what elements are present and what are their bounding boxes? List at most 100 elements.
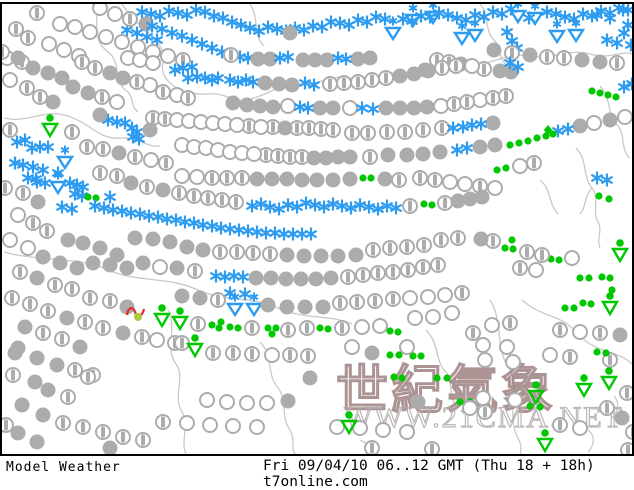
symbol-overcast-cloud [569, 115, 591, 137]
symbol-rain-dot [586, 341, 608, 363]
symbol-snowflake [146, 29, 168, 51]
symbol-cloud-circle-with-bar [474, 401, 496, 423]
symbol-cloud-circle-with-bar [553, 47, 575, 69]
symbol-snowflake [131, 4, 153, 23]
symbol-open-sky-circle [7, 204, 29, 226]
symbol-overcast-cloud [483, 39, 505, 61]
symbol-rain-shower-triangle [609, 239, 631, 264]
run-timestamp: Fri 09/04/10 06..12 GMT (Thu 18 + 18h) [263, 458, 595, 474]
symbol-open-sky-circle [142, 52, 164, 74]
symbol-open-sky-circle [614, 106, 632, 128]
symbol-cloud-circle-with-bar [367, 262, 389, 284]
symbol-cloud-circle-with-bar [531, 244, 553, 266]
symbol-overcast-cloud [299, 367, 321, 389]
symbol-freezing-drizzle-squiggle [125, 301, 147, 323]
symbol-snow-shower-triangle [54, 145, 76, 171]
symbol-open-sky-circle [246, 416, 268, 438]
symbol-open-sky-circle [222, 415, 244, 437]
symbol-rain-dot [317, 318, 339, 340]
symbol-snowflake [158, 4, 180, 22]
symbol-snowflake [99, 186, 121, 208]
symbol-cloud-circle-with-bar [2, 177, 16, 199]
symbol-rain-dot [494, 237, 516, 259]
symbol-snowflake [221, 11, 243, 33]
symbol-cloud-circle-with-bar [473, 58, 495, 80]
symbol-overcast-cloud [32, 246, 54, 268]
symbol-rain-dot [426, 367, 448, 389]
symbol-open-sky-circle [525, 259, 547, 281]
symbol-rain-dot [391, 367, 413, 389]
symbol-overcast-cloud [571, 49, 593, 71]
symbol-cloud-circle-with-bar [397, 259, 419, 281]
symbol-snowflake [219, 69, 241, 91]
symbol-snowflake [335, 48, 357, 70]
symbol-cloud-circle-with-bar [427, 254, 449, 276]
symbol-overcast-cloud [247, 48, 269, 70]
symbol-overcast-cloud [254, 72, 276, 94]
symbol-overcast-cloud [42, 91, 64, 113]
symbol-overcast-cloud [259, 48, 281, 70]
symbol-open-sky-circle [277, 95, 299, 117]
symbol-open-sky-circle [539, 344, 561, 366]
symbol-cloud-circle-with-bar [2, 119, 21, 141]
symbol-overcast-cloud [389, 65, 411, 87]
symbol-open-sky-circle [583, 112, 605, 134]
symbol-open-sky-circle [171, 165, 193, 187]
symbol-snowflake [277, 194, 299, 216]
symbol-rain-dot [601, 279, 623, 301]
symbol-snowflake [545, 4, 567, 25]
symbol-cloud-circle-with-bar [376, 121, 398, 143]
symbol-overcast-cloud [171, 285, 193, 307]
symbol-cloud-circle-with-bar [296, 317, 318, 339]
symbol-overcast-cloud [322, 97, 344, 119]
symbol-rain-dot [227, 317, 249, 339]
symbol-snowflake [358, 196, 380, 218]
symbol-overcast-cloud [345, 244, 367, 266]
symbol-open-sky-circle [250, 116, 272, 138]
symbol-overcast-cloud [26, 431, 48, 453]
symbol-overcast-cloud [312, 296, 334, 318]
symbol-cloud-circle-with-bar [16, 77, 38, 99]
symbol-cloud-circle-with-bar [362, 239, 384, 261]
symbol-rain-dot [569, 267, 591, 289]
symbol-open-sky-circle [106, 91, 128, 113]
symbol-overcast-cloud [309, 97, 331, 119]
symbol-rain-dot [597, 84, 619, 106]
symbol-open-sky-circle [17, 237, 39, 259]
symbol-cloud-circle-with-bar [549, 319, 571, 341]
symbol-cloud-circle-with-bar [341, 122, 363, 144]
symbol-rain-dot [410, 345, 432, 367]
symbol-overcast-cloud [416, 96, 438, 118]
symbol-cloud-circle-with-bar [37, 300, 59, 322]
symbol-open-sky-circle [404, 307, 426, 329]
symbol-open-sky-circle [341, 336, 363, 358]
symbol-open-sky-circle [176, 412, 198, 434]
symbol-snowflake [266, 18, 288, 40]
symbol-rain-dot [589, 82, 611, 104]
symbol-cloud-circle-with-bar [617, 439, 632, 454]
symbol-cloud-circle-with-bar [226, 241, 248, 263]
symbol-overcast-cloud [82, 252, 104, 274]
symbol-overcast-cloud [51, 67, 73, 89]
symbol-snowflake [234, 283, 256, 305]
symbol-snowflake [376, 195, 398, 217]
symbol-rain-dot [502, 238, 524, 260]
symbol-overcast-cloud [359, 47, 381, 69]
symbol-snowflake [277, 46, 299, 68]
symbol-overcast-cloud [339, 168, 361, 190]
symbol-snowflake [446, 7, 468, 29]
symbol-snowflake [297, 97, 319, 119]
symbol-cloud-circle-with-bar [396, 236, 418, 258]
symbol-snowflake [554, 6, 576, 28]
symbol-rain-dot [605, 86, 627, 108]
model-weather-label: Model Weather [6, 460, 121, 475]
symbol-snowflake [185, 4, 207, 21]
symbol-cloud-circle-with-bar [57, 386, 79, 408]
symbol-cloud-circle-with-bar [72, 416, 94, 438]
symbol-rain-dot [265, 317, 287, 339]
symbol-rain-dot [526, 127, 548, 149]
symbol-snowflake [207, 67, 229, 89]
symbol-cloud-circle-with-bar [509, 257, 531, 279]
symbol-overcast-cloud [377, 144, 399, 166]
symbol-cloud-circle-with-bar [445, 55, 467, 77]
